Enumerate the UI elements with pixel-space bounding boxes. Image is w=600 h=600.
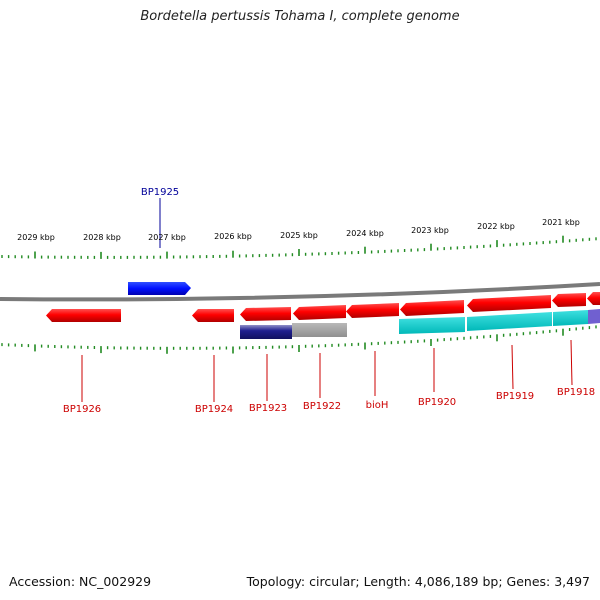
gene-bp1926-label[interactable]: BP1926: [63, 404, 101, 415]
gene-bp1920-label[interactable]: BP1920: [418, 397, 456, 408]
feature-bp1919-cyan: [467, 312, 552, 331]
scale-ticks-upper: [1, 235, 597, 259]
gene-bp1918-leader: [570, 339, 573, 386]
scale-ticks-lower: [1, 325, 597, 354]
gene-bp1920-arrow[interactable]: [400, 300, 464, 316]
gene-bioh-label[interactable]: bioH: [366, 400, 389, 411]
genome-title: Bordetella pertussis Tohama I, complete …: [140, 9, 460, 24]
feature-bp1922-gray: [292, 323, 347, 337]
scale-label-2025: 2025 kbp: [280, 231, 318, 240]
gene-bp1923-label[interactable]: BP1923: [249, 403, 287, 414]
gene-edge-arrow[interactable]: [587, 292, 600, 305]
scale-label-2023: 2023 kbp: [411, 226, 449, 235]
scale-label-2022: 2022 kbp: [477, 222, 515, 231]
gene-bp1925-label[interactable]: BP1925: [141, 187, 179, 198]
scale-label-2029: 2029 kbp: [17, 233, 55, 242]
gene-bp1918-arrow[interactable]: [552, 293, 586, 307]
scale-label-2026: 2026 kbp: [214, 232, 252, 241]
gene-bp1926-arrow[interactable]: [46, 309, 121, 322]
scale-label-2028: 2028 kbp: [83, 233, 121, 242]
feature-edge-purple: [588, 309, 600, 324]
genome-summary-text: Topology: circular; Length: 4,086,189 bp…: [246, 574, 590, 589]
scale-label-2024: 2024 kbp: [346, 229, 384, 238]
feature-bp1920-cyan: [399, 317, 465, 334]
gene-bp1925-arrow[interactable]: [128, 282, 191, 295]
scale-label-2027: 2027 kbp: [148, 233, 186, 242]
feature-bp1923-navy: [240, 325, 292, 339]
scale-label-2021: 2021 kbp: [542, 218, 580, 227]
gene-bp1923-arrow[interactable]: [240, 307, 291, 321]
gene-bioh-arrow[interactable]: [346, 303, 399, 318]
gene-bp1919-arrow[interactable]: [467, 295, 551, 312]
genome-backbone: [0, 282, 600, 302]
gene-bp1924-label[interactable]: BP1924: [195, 404, 233, 415]
feature-bp1918-cyan: [553, 310, 588, 326]
accession-text: Accession: NC_002929: [9, 574, 152, 589]
gene-bp1922-label[interactable]: BP1922: [303, 401, 341, 412]
gene-bp1922-arrow[interactable]: [293, 305, 346, 320]
gene-bp1919-leader: [511, 344, 514, 390]
gene-bp1924-arrow[interactable]: [192, 309, 234, 322]
gene-bp1919-label[interactable]: BP1919: [496, 391, 534, 402]
gene-bp1918-label[interactable]: BP1918: [557, 387, 595, 398]
